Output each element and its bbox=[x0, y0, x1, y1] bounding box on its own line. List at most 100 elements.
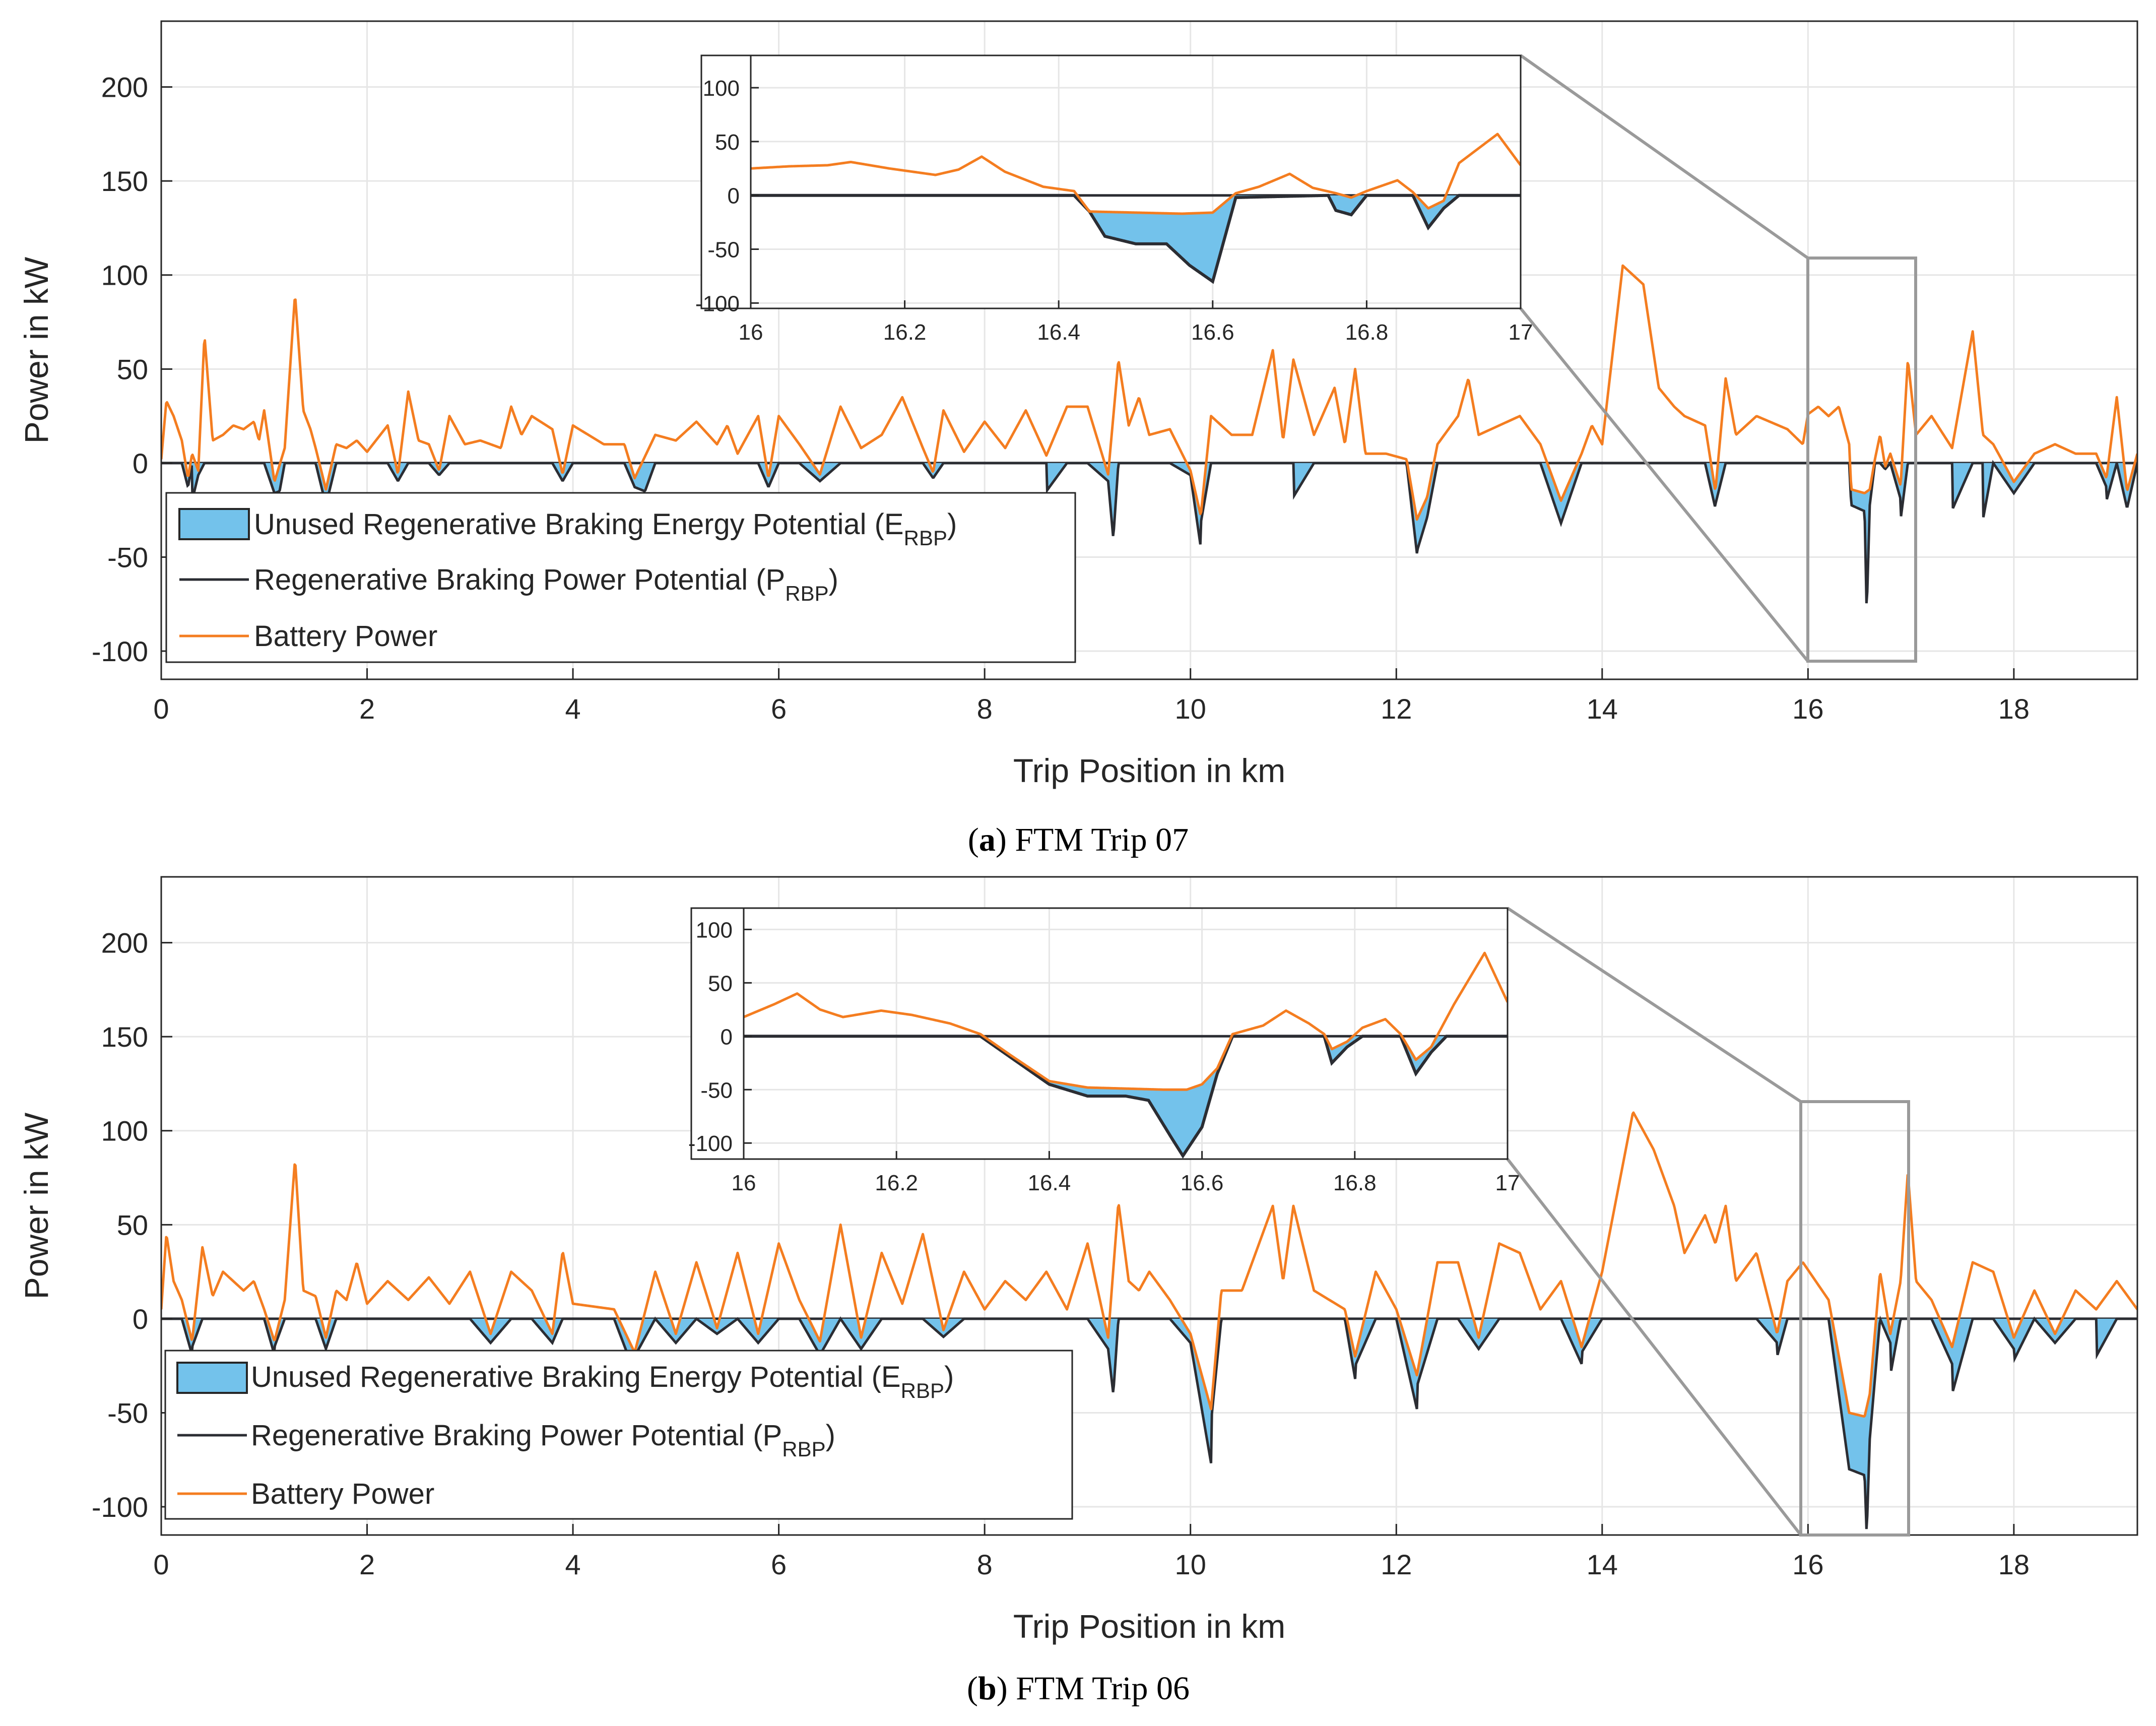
panel-a-caption: (a) FTM Trip 07 bbox=[968, 821, 1189, 858]
panel-b-inset-xtick-label-0: 16 bbox=[732, 1171, 756, 1195]
panel-a-xtick-label-3: 6 bbox=[771, 693, 787, 725]
panel-a-zoom-connector-bottom bbox=[1519, 307, 1809, 662]
panel-b-inset-ticks: 16 16.2 16.4 16.6 16.8 17 100 50 0 -50 -100 bbox=[688, 918, 1520, 1195]
panel-b-ylabel: Power in kW bbox=[18, 1112, 55, 1299]
panel-b-xtick-label-0: 0 bbox=[153, 1549, 169, 1580]
panel-a-inset-ytick-label-1: 50 bbox=[715, 130, 740, 155]
panel-a-inset-prbp-line bbox=[751, 194, 1521, 284]
panel-b-inset-ytick-label-4: -100 bbox=[688, 1131, 733, 1156]
panel-a-xtick-label-4: 8 bbox=[977, 693, 993, 725]
panel-b-ytick-label-2: 100 bbox=[101, 1115, 148, 1147]
panel-a-legend-label-battery: Battery Power bbox=[254, 620, 437, 653]
panel-b-zoom-box bbox=[1799, 1100, 1910, 1537]
panel-a-xlabel: Trip Position in km bbox=[1013, 752, 1285, 789]
panel-a-inset-ticks: 16 16.2 16.4 16.6 16.8 17 100 50 0 -50 -100 bbox=[695, 76, 1533, 345]
panel-a-inset-erbp-area bbox=[751, 195, 1521, 282]
panel-b-legend-label-erbp: Unused Regenerative Braking Energy Poten… bbox=[251, 1361, 954, 1402]
panel-b-prbp-line bbox=[161, 1315, 2137, 1529]
panel-b-zoom-connector-bottom bbox=[1506, 1158, 1802, 1536]
panel-a-inset-battery-line bbox=[751, 133, 1521, 215]
panel-b-xtick-label-9: 18 bbox=[1998, 1549, 2030, 1580]
panel-b-inset-xtick-label-1: 16.2 bbox=[875, 1171, 918, 1195]
panel-a-xtick-label-6: 12 bbox=[1381, 693, 1412, 725]
panel-b-inset-battery-line bbox=[744, 951, 1508, 1091]
panel-b-data bbox=[161, 1111, 2137, 1529]
panel-a-ytick-label-1: 150 bbox=[101, 165, 148, 197]
panel-a-inset-data bbox=[751, 133, 1521, 284]
panel-a: 0 2 4 6 8 10 12 14 16 18 200 150 100 50 0 -50 -100 Power… bbox=[18, 20, 2138, 858]
panel-a-legend: Unused Regenerative Braking Energy Poten… bbox=[165, 492, 1076, 663]
panel-b: 0 2 4 6 8 10 12 14 16 18 200 150 100 50 0 -50 -100 Power… bbox=[18, 876, 2138, 1707]
panel-b-legend-label-prbp: Regenerative Braking Power Potential (PR… bbox=[251, 1419, 835, 1461]
panel-b-inset-xtick-label-3: 16.6 bbox=[1181, 1171, 1224, 1195]
panel-a-legend-swatch-erbp bbox=[178, 508, 250, 540]
panel-a-inset-ytick-label-4: -100 bbox=[695, 291, 740, 316]
panel-a-xtick-label-7: 14 bbox=[1587, 693, 1618, 725]
panel-b-battery-line bbox=[161, 1111, 2137, 1418]
panel-a-inset: 16 16.2 16.4 16.6 16.8 17 100 50 0 -50 -100 bbox=[695, 54, 1533, 345]
panel-a-ytick-label-4: 0 bbox=[133, 448, 148, 479]
panel-a-xtick-label-5: 10 bbox=[1175, 693, 1206, 725]
panel-a-inset-xtick-label-1: 16.2 bbox=[883, 320, 927, 345]
panel-b-xtick-label-5: 10 bbox=[1175, 1549, 1206, 1580]
panel-a-inset-xtick-label-5: 17 bbox=[1509, 320, 1533, 345]
panel-b-caption: (b) FTM Trip 06 bbox=[967, 1670, 1190, 1707]
panel-b-legend-label-battery: Battery Power bbox=[251, 1478, 434, 1510]
panel-b-ticks: 0 2 4 6 8 10 12 14 16 18 200 150 100 50 0 -50 -100 bbox=[92, 927, 2030, 1580]
panel-b-xtick-label-1: 2 bbox=[359, 1549, 375, 1580]
panel-b-axes-frame bbox=[160, 876, 2138, 1536]
panel-b-zoom-connector-top bbox=[1507, 907, 1802, 1103]
panel-b-xtick-label-6: 12 bbox=[1381, 1549, 1412, 1580]
panel-a-ytick-label-2: 100 bbox=[101, 260, 148, 291]
panel-a-xtick-label-2: 4 bbox=[565, 693, 581, 725]
panel-b-inset-frame bbox=[690, 907, 1509, 1160]
panel-a-xtick-label-8: 16 bbox=[1792, 693, 1823, 725]
panel-a-ylabel: Power in kW bbox=[18, 257, 55, 443]
panel-a-inset-xtick-label-4: 16.8 bbox=[1345, 320, 1389, 345]
panel-b-xtick-label-4: 8 bbox=[977, 1549, 993, 1580]
panel-b-ytick-label-0: 200 bbox=[101, 927, 148, 959]
panel-b-xtick-label-8: 16 bbox=[1792, 1549, 1823, 1580]
panel-b-inset-ytick-label-0: 100 bbox=[696, 918, 733, 942]
panel-b-inset-data bbox=[744, 951, 1508, 1159]
panel-b-legend-box bbox=[164, 1350, 1073, 1520]
panel-a-inset-axes bbox=[750, 54, 1522, 309]
panel-a-inset-xtick-label-0: 16 bbox=[739, 320, 763, 345]
panel-a-inset-xtick-label-3: 16.6 bbox=[1191, 320, 1234, 345]
panel-a-inset-ytick-label-2: 0 bbox=[728, 184, 740, 209]
panel-b-inset-ytick-label-3: -50 bbox=[700, 1078, 733, 1103]
panel-a-legend-label-erbp: Unused Regenerative Braking Energy Poten… bbox=[254, 508, 957, 550]
panel-b-inset-xtick-label-5: 17 bbox=[1495, 1171, 1520, 1195]
panel-b-inset-xtick-label-2: 16.4 bbox=[1028, 1171, 1071, 1195]
panel-b-xtick-label-2: 4 bbox=[565, 1549, 581, 1580]
panel-a-legend-label-prbp: Regenerative Braking Power Potential (PR… bbox=[254, 563, 838, 605]
panel-b-legend: Unused Regenerative Braking Energy Poten… bbox=[164, 1350, 1073, 1520]
panel-a-ytick-label-0: 200 bbox=[101, 72, 148, 103]
panel-b-ytick-label-6: -100 bbox=[92, 1491, 148, 1523]
panel-b-inset-xtick-label-4: 16.8 bbox=[1333, 1171, 1377, 1195]
panel-a-inset-ytick-label-0: 100 bbox=[703, 76, 740, 101]
panel-b-ytick-label-1: 150 bbox=[101, 1021, 148, 1053]
panel-a-ytick-label-6: -100 bbox=[92, 635, 148, 667]
panel-a-inset-ytick-label-3: -50 bbox=[707, 238, 740, 263]
panel-b-xlabel: Trip Position in km bbox=[1013, 1608, 1285, 1645]
panel-b-ytick-label-4: 0 bbox=[133, 1303, 148, 1335]
panel-b-inset-ytick-label-1: 50 bbox=[708, 971, 733, 996]
panel-a-ytick-label-3: 50 bbox=[117, 353, 148, 385]
panel-a-zoom-connector-top bbox=[1520, 54, 1809, 260]
panel-b-ytick-label-5: -50 bbox=[107, 1397, 148, 1429]
panel-b-inset-ytick-label-2: 0 bbox=[721, 1025, 733, 1049]
panel-b-inset-axes bbox=[743, 907, 1509, 1160]
panel-a-zoom-box bbox=[1806, 257, 1917, 663]
panel-a-axes-frame bbox=[160, 20, 2138, 680]
panel-a-xtick-label-0: 0 bbox=[153, 693, 169, 725]
panel-b-xtick-label-7: 14 bbox=[1587, 1549, 1618, 1580]
panel-b-legend-swatch-erbp bbox=[176, 1362, 248, 1394]
panel-a-ytick-label-5: -50 bbox=[107, 541, 148, 573]
panel-b-inset: 16 16.2 16.4 16.6 16.8 17 100 50 0 -50 -100 bbox=[688, 907, 1520, 1195]
panel-a-inset-xtick-label-2: 16.4 bbox=[1037, 320, 1080, 345]
panel-a-xtick-label-9: 18 bbox=[1998, 693, 2030, 725]
panel-a-legend-box bbox=[165, 492, 1076, 663]
panel-b-ytick-label-3: 50 bbox=[117, 1209, 148, 1241]
